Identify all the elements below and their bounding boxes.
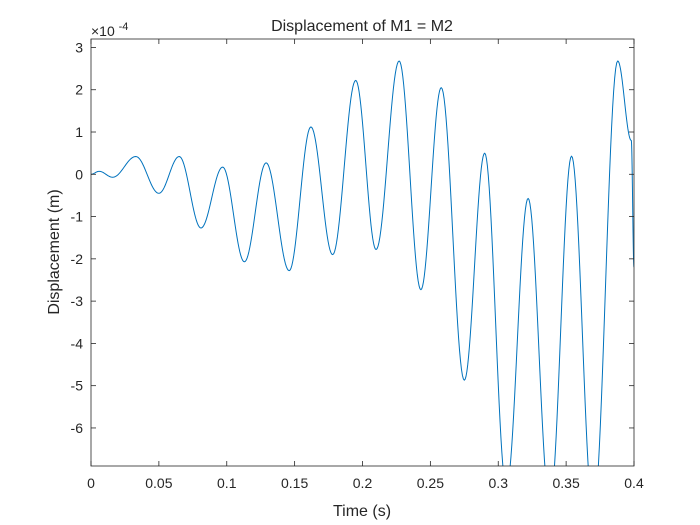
series-line-1 xyxy=(91,60,634,466)
x-tick-label: 0.05 xyxy=(145,475,172,491)
y-tick-label: -3 xyxy=(71,293,84,309)
y-tick-label: -1 xyxy=(71,209,84,225)
y-tick-label: -5 xyxy=(71,378,84,394)
x-tick-label: 0.35 xyxy=(553,475,580,491)
y-tick-label: -4 xyxy=(71,335,84,351)
y-tick-label: 3 xyxy=(75,39,83,55)
y-tick-label: -6 xyxy=(71,420,84,436)
plot-area xyxy=(91,39,634,466)
y-axis-ticks: 3 2 1 0 -1 -2 -3 -4 -5 -6 xyxy=(71,39,634,436)
y-axis-label: Displacement (m) xyxy=(46,189,63,314)
y-tick-label: -2 xyxy=(71,251,84,267)
y-tick-label: 1 xyxy=(75,124,83,140)
x-tick-label: 0.3 xyxy=(489,475,509,491)
x-tick-label: 0.4 xyxy=(624,475,644,491)
x-tick-label: 0.15 xyxy=(281,475,308,491)
y-axis-exponent: ×10 -4 xyxy=(91,21,128,39)
x-tick-label: 0.1 xyxy=(217,475,237,491)
chart-title: Displacement of M1 = M2 xyxy=(271,18,453,35)
x-axis-ticks: 0 0.05 0.1 0.15 0.2 0.25 0.3 0.35 0.4 xyxy=(87,39,644,491)
x-tick-label: 0.2 xyxy=(353,475,373,491)
x-axis-label: Time (s) xyxy=(333,503,391,520)
x-tick-label: 0 xyxy=(87,475,95,491)
y-tick-label: 2 xyxy=(75,82,83,98)
y-tick-label: 0 xyxy=(75,166,83,182)
x-tick-label: 0.25 xyxy=(417,475,444,491)
